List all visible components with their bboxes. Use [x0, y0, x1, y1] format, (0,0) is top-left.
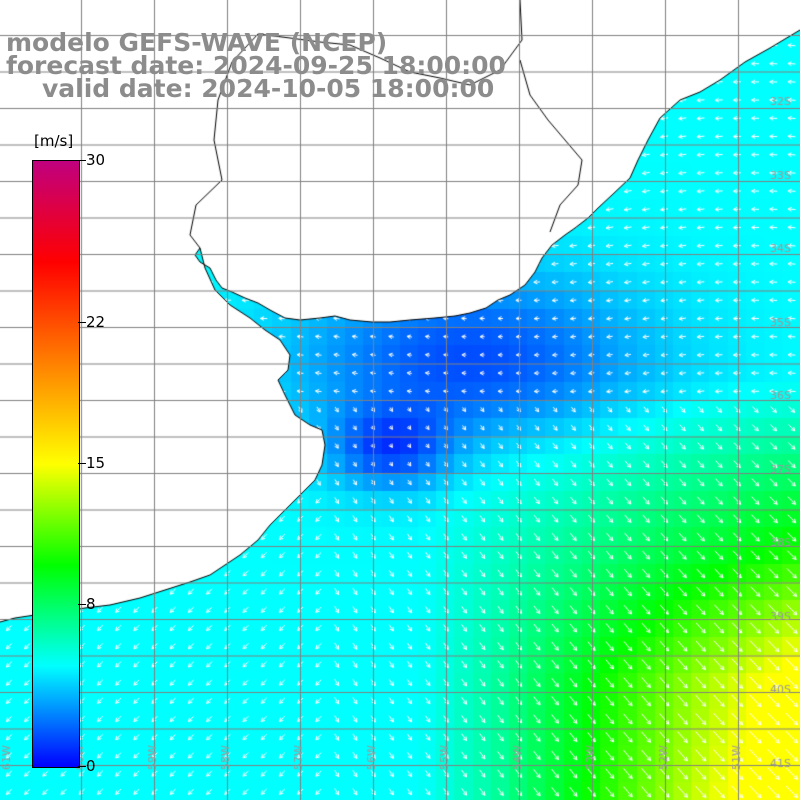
valid-date: valid date: 2024-10-05 18:00:00: [42, 74, 495, 103]
colorbar-label: 8: [86, 595, 96, 614]
colorbar-label: 22: [86, 312, 106, 331]
colorbar-unit: [m/s]: [34, 132, 74, 150]
colorbar-tick: [78, 321, 86, 323]
colorbar-tick: [78, 604, 86, 606]
forecast-date: forecast date: 2024-09-25 18:00:00: [6, 51, 506, 80]
colorbar-label: 15: [86, 454, 106, 472]
colorbar-label: 0: [86, 757, 96, 775]
model-title: modelo GEFS-WAVE (NCEP): [6, 28, 388, 57]
colorbar: [32, 160, 80, 768]
colorbar-tick: [78, 160, 86, 161]
colorbar-tick: [78, 463, 86, 464]
colorbar-tick: [78, 766, 86, 767]
colorbar-label: 30: [86, 151, 106, 169]
